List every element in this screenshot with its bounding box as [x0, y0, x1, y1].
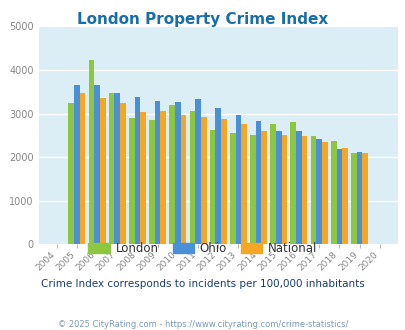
Bar: [149, 120, 154, 244]
Bar: [290, 122, 295, 244]
Bar: [88, 60, 94, 244]
Bar: [200, 117, 206, 244]
Bar: [220, 119, 226, 244]
Bar: [195, 99, 200, 244]
Bar: [79, 93, 85, 244]
Bar: [169, 105, 175, 244]
Legend: London, Ohio, National: London, Ohio, National: [83, 237, 322, 260]
Bar: [140, 112, 146, 244]
Bar: [74, 85, 79, 244]
Bar: [241, 124, 246, 244]
Text: London Property Crime Index: London Property Crime Index: [77, 12, 328, 26]
Bar: [350, 153, 356, 244]
Bar: [215, 108, 220, 244]
Bar: [229, 133, 235, 244]
Bar: [321, 142, 327, 244]
Bar: [68, 103, 74, 244]
Bar: [129, 118, 134, 244]
Bar: [109, 93, 114, 244]
Text: Crime Index corresponds to incidents per 100,000 inhabitants: Crime Index corresponds to incidents per…: [41, 279, 364, 289]
Bar: [361, 153, 367, 244]
Bar: [189, 111, 195, 244]
Bar: [154, 101, 160, 244]
Bar: [281, 135, 287, 244]
Bar: [356, 152, 361, 244]
Text: © 2025 CityRating.com - https://www.cityrating.com/crime-statistics/: © 2025 CityRating.com - https://www.city…: [58, 320, 347, 329]
Bar: [275, 130, 281, 244]
Bar: [249, 135, 255, 244]
Bar: [336, 149, 341, 244]
Bar: [235, 115, 241, 244]
Bar: [295, 131, 301, 244]
Bar: [114, 93, 120, 244]
Bar: [209, 130, 215, 244]
Bar: [180, 115, 186, 244]
Bar: [330, 141, 336, 244]
Bar: [261, 131, 266, 244]
Bar: [301, 136, 307, 244]
Bar: [94, 85, 100, 244]
Bar: [315, 139, 321, 244]
Bar: [134, 97, 140, 244]
Bar: [160, 111, 166, 244]
Bar: [100, 98, 105, 244]
Bar: [255, 121, 261, 244]
Bar: [120, 103, 126, 244]
Bar: [310, 136, 315, 244]
Bar: [175, 102, 180, 244]
Bar: [270, 124, 275, 244]
Bar: [341, 148, 347, 244]
